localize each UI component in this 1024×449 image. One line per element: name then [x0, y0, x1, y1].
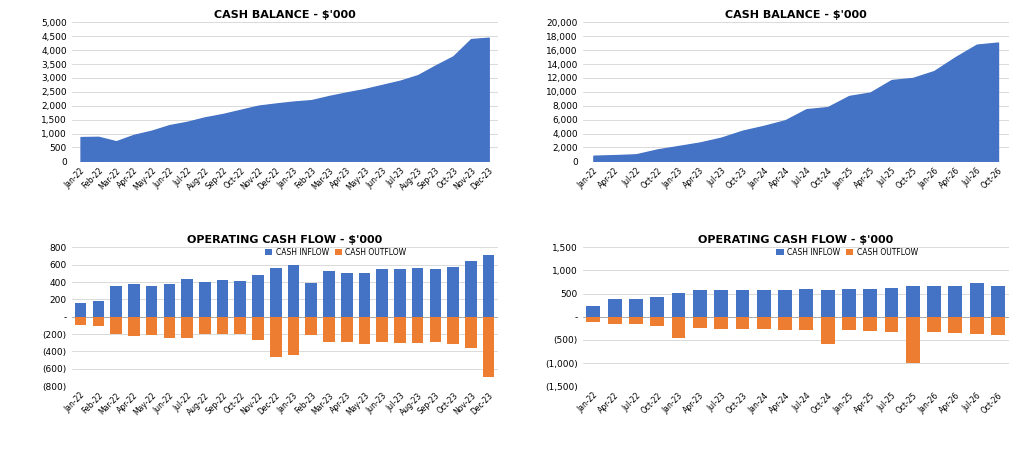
Legend: CASH INFLOW, CASH OUTFLOW: CASH INFLOW, CASH OUTFLOW — [773, 245, 921, 260]
Bar — [128, 317, 139, 336]
Bar — [412, 268, 424, 317]
Bar — [715, 291, 728, 317]
Bar — [842, 317, 856, 330]
Bar — [465, 261, 477, 317]
Bar — [358, 317, 371, 343]
Bar — [252, 317, 264, 340]
Bar — [252, 275, 264, 317]
Bar — [587, 317, 600, 322]
Bar — [164, 284, 175, 317]
Bar — [863, 290, 878, 317]
Bar — [270, 317, 282, 357]
Bar — [394, 317, 406, 343]
Title: OPERATING CASH FLOW - $'000: OPERATING CASH FLOW - $'000 — [187, 235, 382, 245]
Bar — [885, 317, 898, 331]
Bar — [412, 317, 424, 343]
Bar — [650, 317, 665, 326]
Title: OPERATING CASH FLOW - $'000: OPERATING CASH FLOW - $'000 — [698, 235, 893, 245]
Bar — [693, 317, 707, 328]
Bar — [863, 317, 878, 330]
Bar — [145, 286, 158, 317]
Bar — [447, 267, 459, 317]
Bar — [341, 273, 352, 317]
Bar — [447, 317, 459, 343]
Bar — [288, 265, 299, 317]
Bar — [948, 286, 963, 317]
Bar — [842, 290, 856, 317]
Bar — [217, 317, 228, 334]
Bar — [991, 317, 1005, 335]
Bar — [305, 317, 317, 335]
Bar — [885, 288, 898, 317]
Bar — [715, 317, 728, 329]
Bar — [608, 317, 622, 324]
Bar — [111, 317, 122, 334]
Bar — [181, 279, 193, 317]
Bar — [111, 286, 122, 317]
Bar — [991, 286, 1005, 317]
Bar — [145, 317, 158, 335]
Bar — [693, 290, 707, 317]
Bar — [800, 290, 813, 317]
Bar — [394, 269, 406, 317]
Bar — [430, 317, 441, 342]
Bar — [587, 306, 600, 317]
Bar — [75, 317, 86, 326]
Bar — [199, 317, 211, 334]
Bar — [358, 273, 371, 317]
Bar — [217, 280, 228, 317]
Bar — [778, 290, 792, 317]
Bar — [820, 317, 835, 343]
Bar — [735, 317, 750, 329]
Bar — [270, 268, 282, 317]
Bar — [164, 317, 175, 339]
Bar — [288, 317, 299, 355]
Bar — [672, 293, 685, 317]
Bar — [75, 303, 86, 317]
Bar — [906, 317, 920, 363]
Bar — [377, 269, 388, 317]
Bar — [377, 317, 388, 342]
Legend: CASH INFLOW, CASH OUTFLOW: CASH INFLOW, CASH OUTFLOW — [262, 245, 410, 260]
Bar — [650, 297, 665, 317]
Bar — [948, 317, 963, 333]
Bar — [234, 281, 246, 317]
Bar — [672, 317, 685, 339]
Bar — [927, 286, 941, 317]
Title: CASH BALANCE - $'000: CASH BALANCE - $'000 — [725, 10, 866, 20]
Bar — [629, 299, 643, 317]
Bar — [92, 301, 104, 317]
Bar — [324, 271, 335, 317]
Bar — [906, 286, 920, 317]
Bar — [128, 284, 139, 317]
Bar — [970, 283, 984, 317]
Bar — [800, 317, 813, 330]
Bar — [483, 317, 495, 377]
Bar — [778, 317, 792, 330]
Bar — [629, 317, 643, 324]
Title: CASH BALANCE - $'000: CASH BALANCE - $'000 — [214, 10, 355, 20]
Bar — [92, 317, 104, 326]
Bar — [735, 291, 750, 317]
Bar — [199, 282, 211, 317]
Bar — [324, 317, 335, 342]
Bar — [757, 317, 771, 329]
Bar — [483, 255, 495, 317]
Bar — [341, 317, 352, 342]
Bar — [305, 283, 317, 317]
Bar — [820, 291, 835, 317]
Bar — [927, 317, 941, 332]
Bar — [465, 317, 477, 348]
Bar — [970, 317, 984, 334]
Bar — [181, 317, 193, 339]
Bar — [757, 291, 771, 317]
Bar — [430, 269, 441, 317]
Bar — [608, 299, 622, 317]
Bar — [234, 317, 246, 334]
